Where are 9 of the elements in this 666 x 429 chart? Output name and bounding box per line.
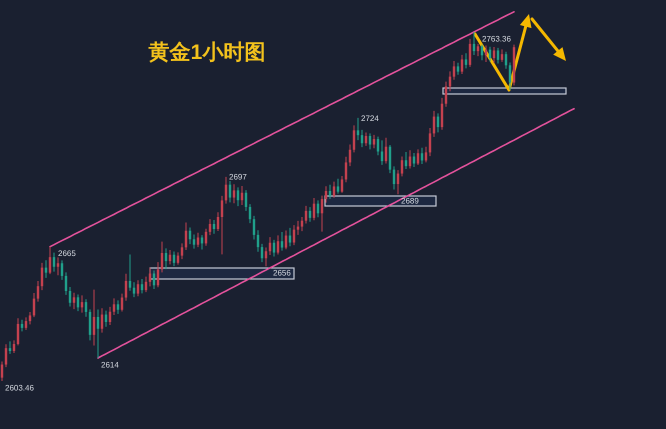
text: 2614: [101, 360, 119, 370]
text: 2689: [401, 196, 419, 206]
text: 2656: [273, 268, 291, 278]
text: 2724: [361, 114, 379, 123]
text: 2697: [229, 172, 247, 182]
text: 2603.46: [5, 383, 34, 392]
chart-title: 黄金1小时图: [148, 41, 266, 64]
text: 2763.36: [482, 34, 511, 44]
text: 2665: [58, 248, 76, 258]
